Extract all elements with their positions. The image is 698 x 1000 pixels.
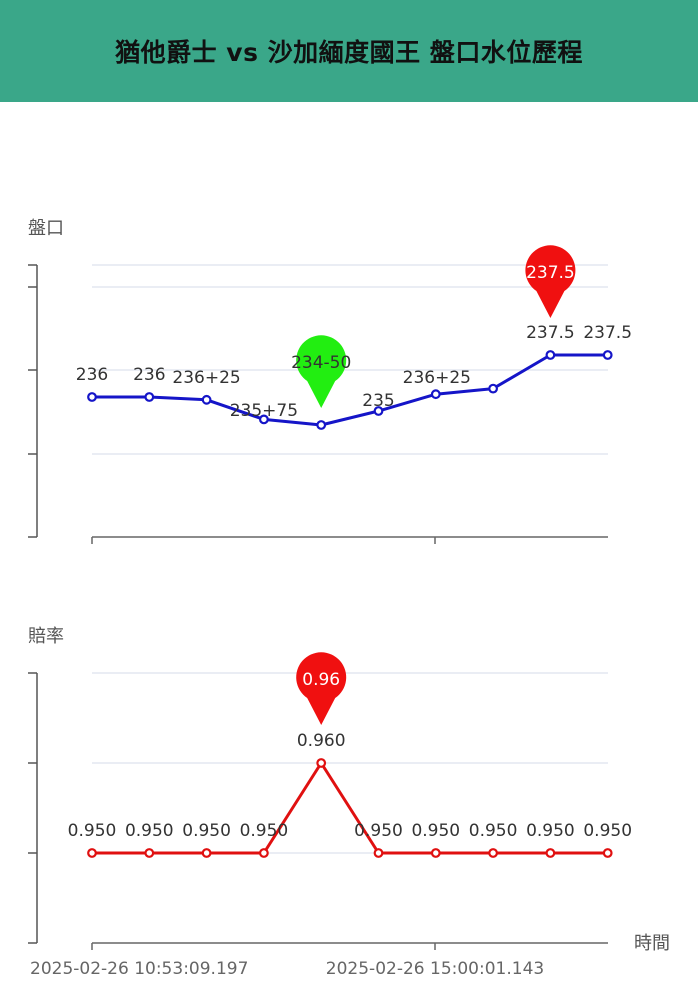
red-pin-marker: 0.96	[296, 652, 346, 725]
data-point	[88, 849, 96, 857]
data-point	[146, 849, 154, 857]
data-label: 0.950	[354, 821, 403, 841]
data-label: 0.950	[125, 821, 174, 841]
data-point	[604, 351, 612, 359]
data-label: 0.960	[297, 731, 346, 751]
data-label: 0.950	[182, 821, 231, 841]
data-label: 237.5	[583, 323, 632, 343]
x-axis-title: 時間	[634, 933, 670, 954]
data-label: 236+25	[172, 368, 240, 388]
data-label: 0.950	[68, 821, 117, 841]
data-label: 236	[76, 365, 108, 385]
data-point	[547, 351, 555, 359]
data-label: 0.950	[526, 821, 575, 841]
data-label: 235+75	[230, 401, 298, 421]
pin-label: 0.96	[302, 670, 340, 690]
data-point	[88, 393, 96, 401]
data-point	[604, 849, 612, 857]
x-tick-label: 2025-02-26 10:53:09.197	[30, 959, 248, 979]
odds-chart: 賠率 0.950 0.950 0.950 0.950 0.960 0.950 0.950 0.9…	[28, 626, 670, 979]
data-point	[547, 849, 555, 857]
data-point	[317, 421, 325, 429]
data-label: 0.950	[583, 821, 632, 841]
data-label: 236+25	[403, 368, 471, 388]
green-pin-marker: 234-50	[291, 335, 351, 408]
red-pin-marker: 237.5	[525, 245, 575, 318]
data-point	[260, 849, 268, 857]
data-point	[317, 759, 325, 767]
pin-label: 234-50	[291, 353, 351, 373]
data-label: 235	[362, 391, 394, 411]
y-axis-title: 盤口	[28, 218, 64, 239]
data-label: 0.950	[411, 821, 460, 841]
data-label: 0.950	[240, 821, 289, 841]
header-bar: 猶他爵士 vs 沙加緬度國王 盤口水位歷程	[0, 0, 698, 102]
data-point	[432, 390, 440, 398]
chart-area: 盤口 236 236 236+25 235+75 235 236+25 237.5 237.5 2…	[0, 102, 698, 1000]
x-tick-label: 2025-02-26 15:00:01.143	[326, 959, 544, 979]
data-label: 237.5	[526, 323, 575, 343]
data-point	[146, 393, 154, 401]
data-point	[203, 396, 211, 404]
data-point	[203, 849, 211, 857]
data-point	[432, 849, 440, 857]
page-title: 猶他爵士 vs 沙加緬度國王 盤口水位歷程	[115, 33, 583, 69]
data-point	[489, 849, 497, 857]
y-axis-title: 賠率	[28, 626, 64, 647]
data-label: 0.950	[469, 821, 518, 841]
handicap-chart: 盤口 236 236 236+25 235+75 235 236+25 237.5 237.5 2…	[28, 218, 632, 544]
pin-label: 237.5	[526, 263, 575, 283]
data-point	[489, 385, 497, 393]
data-point	[375, 849, 383, 857]
data-label: 236	[133, 365, 165, 385]
